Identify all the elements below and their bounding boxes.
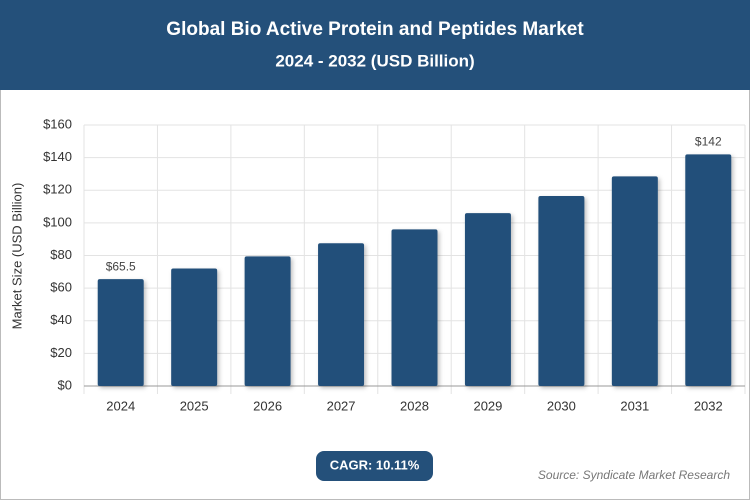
x-tick-label: 2031 <box>620 398 649 413</box>
source: Source: Syndicate Market Research <box>538 468 730 482</box>
y-tick-label: $40 <box>50 312 72 327</box>
bar <box>611 176 658 386</box>
y-tick-label: $60 <box>50 280 72 295</box>
bar <box>318 243 365 386</box>
cagr-badge <box>316 451 433 481</box>
chart-title: Global Bio Active Protein and Peptides M… <box>166 19 584 40</box>
y-tick-label: $120 <box>43 182 72 197</box>
data-label: $65.5 <box>106 259 136 273</box>
y-tick-label: $100 <box>43 214 72 229</box>
x-tick-label: 2029 <box>473 398 502 413</box>
x-tick-label: 2030 <box>547 398 576 413</box>
x-tick-label: 2024 <box>106 398 135 413</box>
bar <box>685 154 732 386</box>
y-tick-label: $140 <box>43 149 72 164</box>
y-tick-label: $160 <box>43 116 72 131</box>
bar <box>391 229 438 386</box>
y-tick-label: $20 <box>50 345 72 360</box>
y-axis-label: Market Size (USD Billion) <box>9 183 24 330</box>
y-tick-label: $0 <box>58 377 72 392</box>
x-tick-label: 2025 <box>180 398 209 413</box>
bar <box>171 268 218 386</box>
bar <box>464 213 511 386</box>
cagr-text: CAGR: 10.11% <box>330 457 420 472</box>
bar <box>97 279 144 386</box>
x-tick-label: 2026 <box>253 398 282 413</box>
bar <box>538 195 585 386</box>
x-tick-label: 2028 <box>400 398 429 413</box>
x-tick-label: 2032 <box>694 398 723 413</box>
y-tick-label: $80 <box>50 247 72 262</box>
header <box>0 0 750 90</box>
data-label: $142 <box>695 135 722 149</box>
bar <box>244 256 291 386</box>
chart-subtitle: 2024 - 2032 (USD Billion) <box>275 51 474 70</box>
x-tick-label: 2027 <box>327 398 356 413</box>
